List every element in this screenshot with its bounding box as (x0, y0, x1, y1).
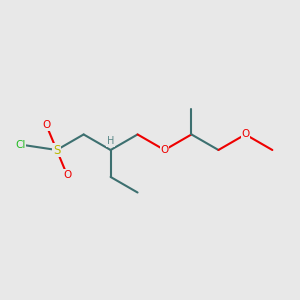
Text: O: O (63, 170, 71, 180)
Text: O: O (160, 145, 169, 155)
Text: O: O (42, 120, 50, 130)
Text: Cl: Cl (15, 140, 26, 150)
Text: S: S (53, 143, 60, 157)
Text: O: O (241, 129, 250, 140)
Text: H: H (107, 136, 114, 146)
